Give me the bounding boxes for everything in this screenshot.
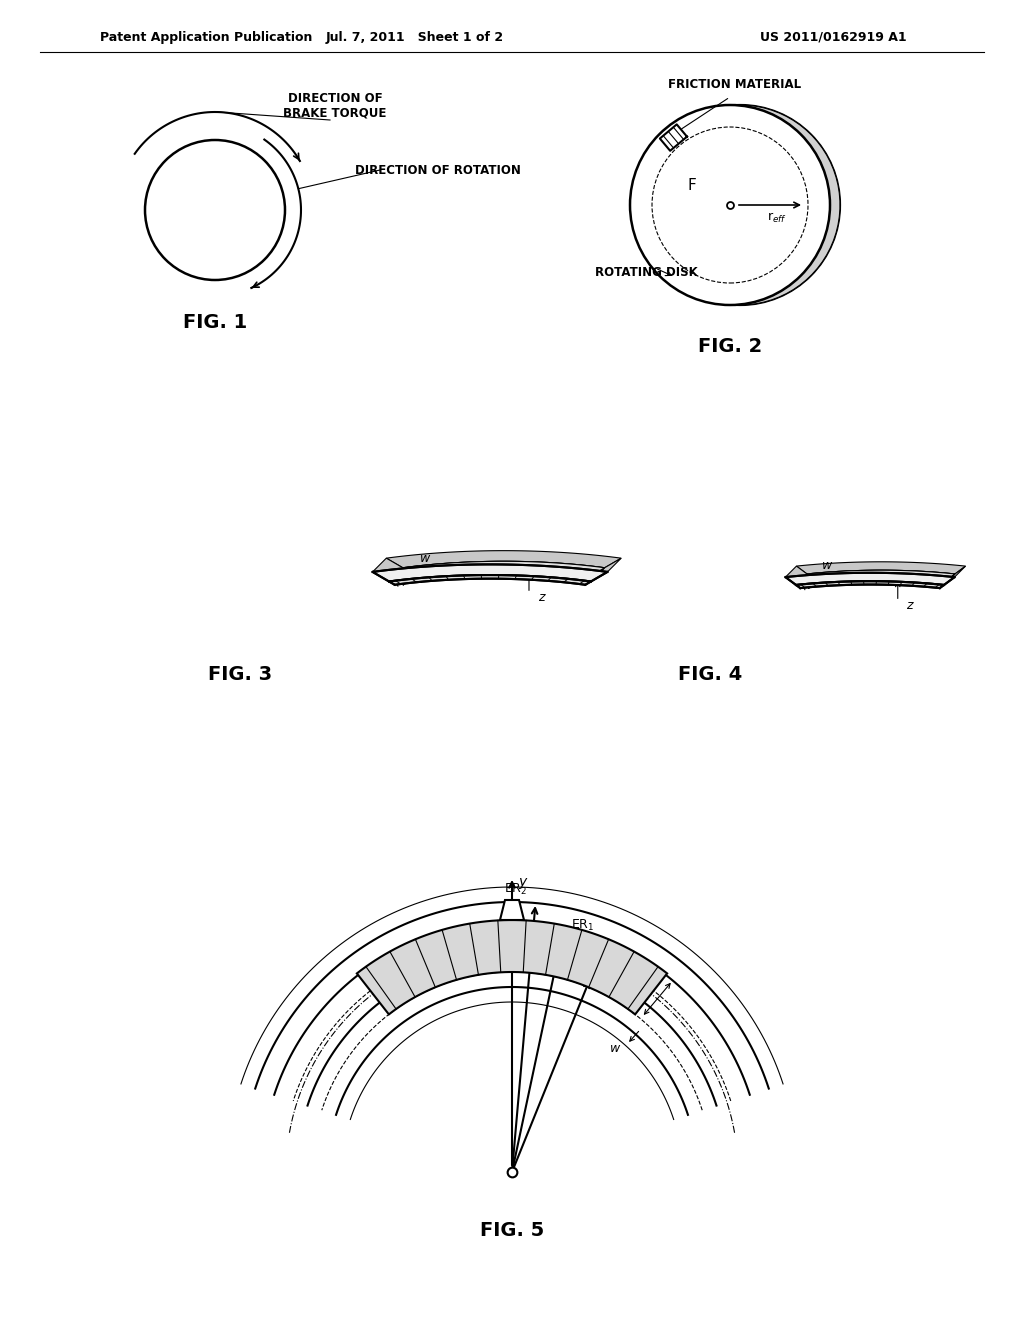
Polygon shape bbox=[386, 550, 622, 568]
Text: y: y bbox=[518, 875, 526, 888]
Polygon shape bbox=[389, 561, 604, 582]
Polygon shape bbox=[796, 570, 955, 585]
Text: Jul. 7, 2011   Sheet 1 of 2: Jul. 7, 2011 Sheet 1 of 2 bbox=[326, 30, 504, 44]
Polygon shape bbox=[944, 566, 966, 585]
Polygon shape bbox=[659, 124, 687, 150]
Polygon shape bbox=[389, 568, 409, 585]
Text: w: w bbox=[421, 552, 431, 565]
Text: ER$_1$: ER$_1$ bbox=[570, 917, 594, 933]
Text: z: z bbox=[538, 590, 544, 603]
Text: x: x bbox=[642, 990, 649, 1003]
Polygon shape bbox=[785, 573, 954, 585]
Text: FIG. 2: FIG. 2 bbox=[698, 338, 762, 356]
Polygon shape bbox=[797, 562, 966, 574]
Text: w: w bbox=[822, 558, 833, 572]
Text: x: x bbox=[415, 573, 423, 586]
Polygon shape bbox=[807, 570, 955, 577]
Text: FRICTION MATERIAL: FRICTION MATERIAL bbox=[669, 78, 802, 91]
Text: ROTATING DISK: ROTATING DISK bbox=[595, 267, 697, 280]
Text: r$_{eff}$: r$_{eff}$ bbox=[767, 211, 787, 224]
Polygon shape bbox=[586, 568, 604, 585]
Polygon shape bbox=[730, 106, 840, 305]
Polygon shape bbox=[356, 920, 668, 1014]
Polygon shape bbox=[796, 581, 944, 589]
Polygon shape bbox=[402, 561, 604, 572]
Polygon shape bbox=[373, 558, 402, 582]
Text: x: x bbox=[820, 576, 828, 589]
Text: DIRECTION OF ROTATION: DIRECTION OF ROTATION bbox=[355, 164, 521, 177]
Polygon shape bbox=[940, 574, 955, 589]
Text: FIG. 5: FIG. 5 bbox=[480, 1221, 544, 1239]
Polygon shape bbox=[796, 574, 811, 589]
Text: Patent Application Publication: Patent Application Publication bbox=[100, 30, 312, 44]
Text: FIG. 1: FIG. 1 bbox=[183, 313, 247, 331]
Text: US 2011/0162919 A1: US 2011/0162919 A1 bbox=[760, 30, 906, 44]
Polygon shape bbox=[500, 900, 524, 920]
Polygon shape bbox=[373, 565, 607, 582]
Circle shape bbox=[630, 106, 830, 305]
Text: FIG. 3: FIG. 3 bbox=[208, 665, 272, 685]
Text: z: z bbox=[906, 599, 913, 611]
Polygon shape bbox=[591, 558, 622, 582]
Text: DIRECTION OF
BRAKE TORQUE: DIRECTION OF BRAKE TORQUE bbox=[284, 92, 387, 120]
Polygon shape bbox=[389, 576, 591, 585]
Text: ER$_2$: ER$_2$ bbox=[504, 882, 527, 896]
Polygon shape bbox=[785, 566, 807, 585]
Text: w: w bbox=[610, 1041, 621, 1055]
Text: FIG. 4: FIG. 4 bbox=[678, 665, 742, 685]
Text: r$_{eff}$: r$_{eff}$ bbox=[563, 956, 583, 970]
Text: F: F bbox=[688, 177, 696, 193]
